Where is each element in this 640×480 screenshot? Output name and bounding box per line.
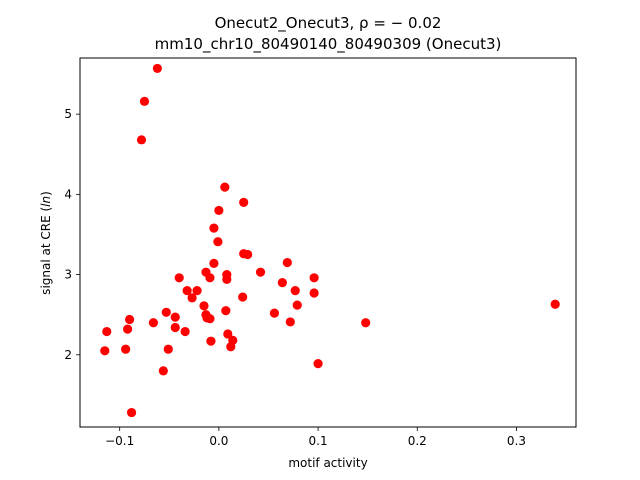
data-point <box>313 359 323 369</box>
data-point <box>170 312 180 322</box>
data-point <box>221 306 231 316</box>
data-point <box>243 249 253 260</box>
data-point <box>285 317 295 327</box>
data-point <box>163 344 173 354</box>
y-tick-label: 5 <box>64 107 72 121</box>
data-point <box>290 286 300 296</box>
data-point <box>239 197 249 207</box>
data-point <box>102 326 112 337</box>
data-point <box>223 329 233 339</box>
x-tick-label: −0.1 <box>105 434 134 448</box>
data-point <box>174 273 184 283</box>
data-point <box>209 223 219 233</box>
x-tick-label: 0.1 <box>309 434 328 448</box>
data-point <box>187 293 197 303</box>
data-point <box>121 344 131 354</box>
data-point <box>161 307 171 317</box>
data-point <box>126 407 137 418</box>
y-tick-label: 2 <box>64 348 72 362</box>
data-point <box>123 324 133 334</box>
data-point <box>309 273 319 283</box>
data-point <box>182 286 192 296</box>
data-point <box>361 318 371 328</box>
y-axis-ticks: 2 3 4 5 <box>64 107 80 362</box>
data-point <box>226 342 236 352</box>
data-point <box>255 267 266 277</box>
data-point <box>214 205 224 216</box>
data-point <box>238 292 248 302</box>
x-axis-ticks: −0.1 0.0 0.1 0.2 0.3 <box>105 427 526 448</box>
data-point <box>309 288 319 298</box>
data-point <box>100 346 110 356</box>
plot-frame <box>79 57 577 428</box>
y-tick-label: 3 <box>64 268 72 282</box>
chart-title-line1: Onecut2_Onecut3, ρ = − 0.02 <box>215 14 442 33</box>
data-point <box>550 299 560 309</box>
data-point <box>152 63 162 74</box>
data-point <box>292 300 302 310</box>
data-point <box>222 274 232 284</box>
data-point <box>209 258 219 268</box>
data-point <box>180 326 190 337</box>
data-point <box>220 182 230 192</box>
x-axis-label: motif activity <box>288 456 367 470</box>
data-point <box>205 314 215 324</box>
x-tick-label: 0.2 <box>408 434 427 448</box>
data-point <box>205 273 215 283</box>
y-axis-label: signal at CRE (ln) <box>39 191 53 295</box>
data-point <box>139 96 150 106</box>
x-tick-label: 0.3 <box>507 434 526 448</box>
data-point <box>148 318 159 328</box>
data-point <box>158 366 168 376</box>
data-point <box>199 301 209 311</box>
data-point <box>206 336 216 346</box>
chart-title-line2: mm10_chr10_80490140_80490309 (Onecut3) <box>155 35 502 54</box>
data-point <box>192 286 202 296</box>
y-tick-label: 4 <box>64 187 72 201</box>
data-points <box>100 63 560 418</box>
x-tick-label: 0.0 <box>209 434 228 448</box>
data-point <box>282 257 292 268</box>
data-point <box>213 237 223 247</box>
data-point <box>170 322 180 333</box>
data-point <box>136 135 147 145</box>
data-point <box>277 278 287 288</box>
data-point <box>125 314 135 325</box>
data-point <box>269 308 280 318</box>
